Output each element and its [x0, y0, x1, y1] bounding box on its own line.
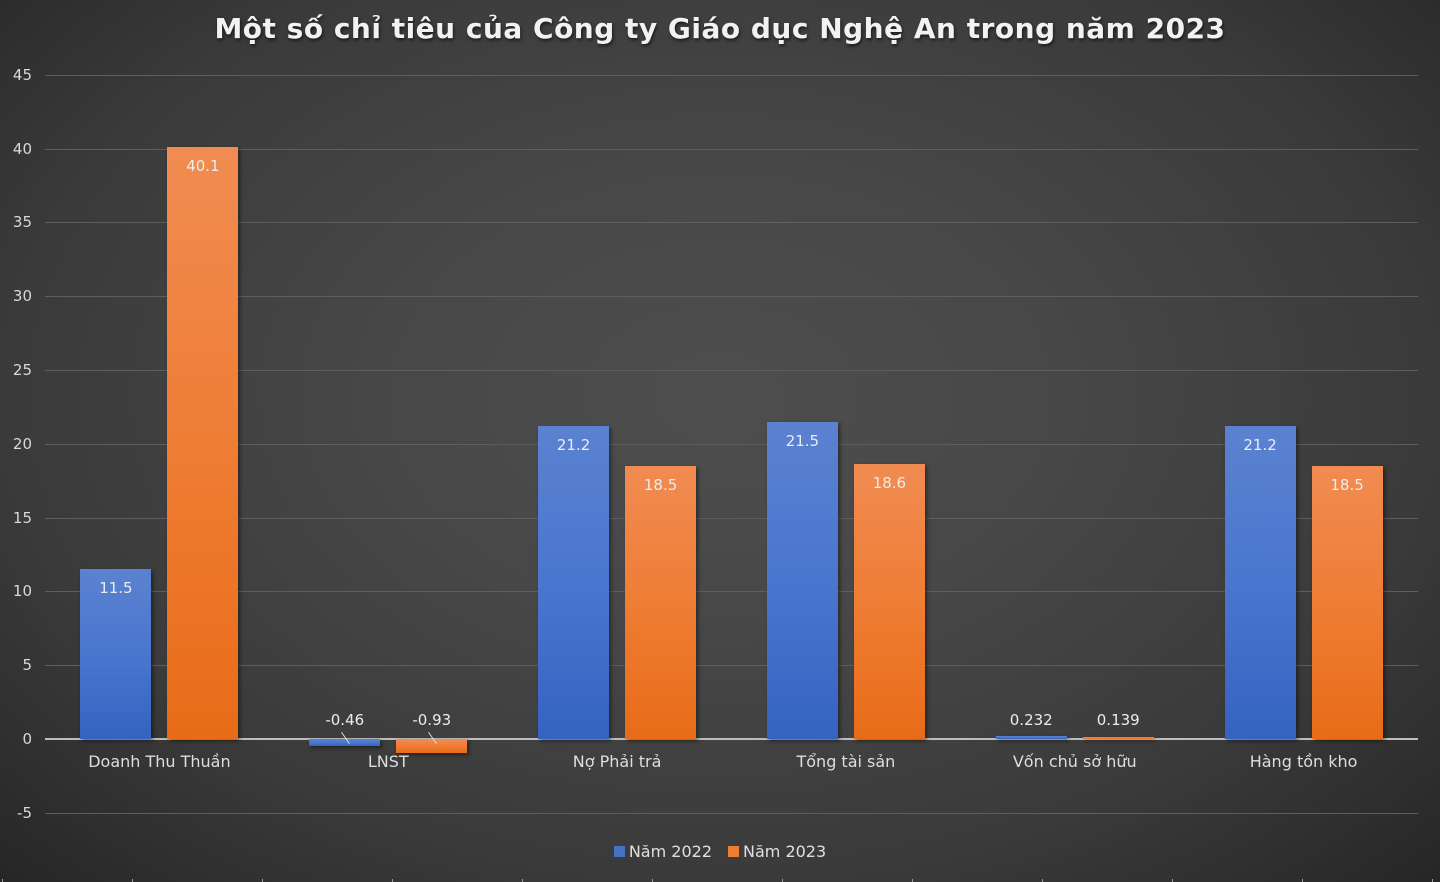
- edge-tick: [652, 879, 653, 882]
- x-category-label: Doanh Thu Thuần: [88, 752, 231, 771]
- edge-tick: [782, 879, 783, 882]
- bar-2022[interactable]: [766, 421, 838, 739]
- data-label: 0.232: [1009, 711, 1053, 729]
- bar-2022[interactable]: [1224, 426, 1296, 739]
- gridline: [45, 443, 1418, 445]
- legend-item-2023[interactable]: Năm 2023: [728, 842, 826, 861]
- data-label: -0.46: [325, 711, 365, 729]
- gridline: [45, 517, 1418, 519]
- gridline: [45, 812, 1418, 814]
- gridline: [45, 148, 1418, 150]
- bar-2022[interactable]: [995, 735, 1067, 739]
- x-category-label: Nợ Phải trả: [572, 752, 662, 771]
- y-tick-label: -5: [17, 803, 32, 822]
- gridline: [45, 370, 1418, 371]
- bar-2022[interactable]: [80, 569, 152, 739]
- data-label: 21.2: [556, 436, 591, 455]
- bar-2023[interactable]: [396, 739, 468, 753]
- bar-2022[interactable]: [538, 426, 610, 739]
- gridline: [45, 665, 1418, 667]
- legend-label: Năm 2022: [628, 842, 712, 861]
- zero-axis-line: [45, 738, 1418, 740]
- edge-tick: [2, 879, 3, 882]
- x-category-label: LNST: [367, 752, 409, 771]
- y-tick-label: 15: [12, 508, 32, 527]
- edge-tick: [262, 879, 263, 882]
- x-category-label: Vốn chủ sở hữu: [1012, 752, 1137, 771]
- edge-tick: [392, 879, 393, 882]
- bar-2023[interactable]: [853, 464, 925, 739]
- y-tick-label: 5: [22, 656, 32, 675]
- gridline: [45, 296, 1418, 298]
- y-tick-label: 20: [12, 434, 32, 453]
- y-tick-label: 25: [12, 361, 32, 379]
- legend-swatch-icon: [613, 846, 625, 857]
- data-label: 18.5: [1330, 475, 1364, 494]
- bar-2023[interactable]: [1311, 465, 1383, 739]
- y-tick-label: 30: [12, 287, 32, 306]
- y-tick-label: 0: [22, 730, 32, 748]
- data-label: 18.5: [643, 475, 678, 494]
- legend-label: Năm 2023: [743, 842, 827, 861]
- data-label: 0.139: [1096, 711, 1140, 729]
- bar-2023[interactable]: [167, 147, 239, 739]
- data-label: 11.5: [99, 579, 133, 598]
- bar-2023[interactable]: [1082, 736, 1154, 739]
- gridline: [45, 222, 1418, 224]
- y-tick-label: 40: [12, 139, 32, 158]
- bar-2023[interactable]: [625, 465, 697, 739]
- bottom-edge-ticks: [0, 879, 1440, 882]
- gridline: [45, 591, 1418, 593]
- bar-2022[interactable]: [309, 739, 381, 746]
- chart-title: Một số chỉ tiêu của Công ty Giáo dục Ngh…: [214, 12, 1226, 45]
- data-label: 18.6: [872, 474, 907, 493]
- chart-legend: Năm 2022 Năm 2023: [0, 842, 1440, 861]
- edge-tick: [1172, 879, 1173, 882]
- edge-tick: [1302, 879, 1303, 882]
- legend-swatch-icon: [728, 846, 739, 857]
- edge-tick: [912, 879, 913, 882]
- edge-tick: [1432, 879, 1433, 882]
- x-category-label: Tổng tài sản: [796, 752, 896, 771]
- y-tick-label: 45: [12, 65, 32, 84]
- edge-tick: [522, 879, 523, 882]
- edge-tick: [1042, 879, 1043, 882]
- data-label: 40.1: [186, 157, 220, 176]
- y-tick-label: 35: [12, 213, 32, 232]
- x-category-label: Hàng tồn kho: [1249, 752, 1358, 771]
- data-label: -0.93: [412, 711, 452, 729]
- y-tick-label: 10: [12, 582, 32, 601]
- data-label: 21.5: [785, 431, 820, 450]
- data-label: 21.2: [1243, 436, 1277, 455]
- gridline: [45, 74, 1418, 76]
- edge-tick: [132, 879, 133, 882]
- legend-item-2022[interactable]: Năm 2022: [613, 842, 712, 861]
